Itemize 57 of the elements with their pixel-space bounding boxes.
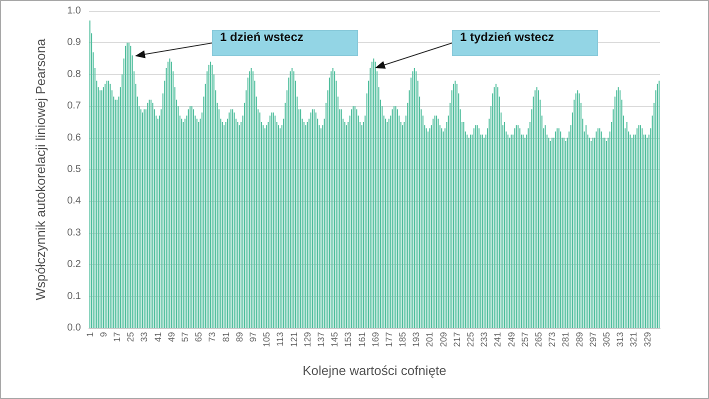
y-tick-label: 0.2: [67, 259, 82, 270]
x-tick-label: 49: [166, 332, 176, 342]
annotation: 1 dzień wstecz: [220, 30, 304, 46]
x-tick-label: 73: [207, 332, 218, 342]
y-tick-label: 1.0: [67, 6, 82, 16]
y-tick-label: 0.6: [67, 132, 82, 144]
x-tick-label: 201: [424, 332, 435, 348]
x-tick-label: 57: [180, 332, 190, 342]
x-tick-label: 137: [316, 332, 326, 348]
x-tick-label: 129: [302, 332, 312, 348]
x-tick-label: 41: [152, 332, 163, 342]
x-tick-label: 9: [98, 332, 108, 338]
x-tick-label: 25: [126, 332, 136, 342]
x-tick-label: 321: [628, 332, 639, 348]
x-tick-label: 305: [601, 332, 612, 348]
x-tick-label: 177: [384, 332, 394, 348]
x-tick-label: 233: [479, 332, 490, 348]
x-tick-label: 241: [492, 332, 503, 348]
x-tick-label: 265: [533, 332, 544, 348]
x-tick-label: 65: [194, 332, 204, 342]
x-tick-label: 281: [560, 332, 571, 348]
x-tick-label: 313: [615, 332, 626, 348]
y-tick-label: 0.5: [67, 164, 82, 175]
x-tick-label: 1: [84, 332, 95, 338]
x-tick-label: 105: [262, 332, 272, 348]
x-tick-label: 145: [330, 332, 340, 348]
y-tick-label: 0.4: [67, 196, 82, 207]
x-tick-label: 297: [588, 332, 598, 348]
x-tick-label: 169: [370, 332, 380, 348]
y-tick-label: 0.9: [67, 37, 82, 48]
x-axis-title: Kolejne wartości cofnięte: [302, 363, 446, 378]
x-tick-label: 153: [343, 332, 354, 348]
x-tick-label: 257: [520, 332, 530, 348]
x-tick-label: 329: [642, 332, 652, 348]
x-tick-label: 193: [411, 332, 422, 348]
x-tick-label: 161: [356, 332, 367, 348]
x-tick-label: 121: [288, 332, 299, 348]
x-tick-label: 185: [398, 332, 408, 348]
x-tick-label: 273: [547, 332, 558, 348]
y-axis-title: Współczynnik autokorelacji liniowej Pearsona: [33, 38, 48, 300]
x-tick-label: 249: [506, 332, 516, 348]
annotation: 1 tydzień wstecz: [460, 30, 554, 46]
x-tick-label: 289: [574, 332, 584, 348]
y-tick-label: 0.3: [67, 227, 82, 238]
x-tick-label: 113: [275, 332, 286, 346]
x-tick-label: 225: [466, 332, 476, 348]
x-tick-label: 17: [112, 332, 122, 342]
y-tick-label: 0.7: [67, 100, 82, 112]
x-tick-label: 97: [248, 332, 258, 342]
x-tick-label: 209: [438, 332, 448, 348]
y-tick-label: 0.8: [67, 68, 82, 80]
x-tick-label: 217: [452, 332, 462, 348]
x-tick-label: 89: [234, 332, 244, 342]
x-tick-label: 33: [139, 332, 150, 342]
y-tick-label: 0.1: [67, 290, 82, 302]
x-tick-label: 81: [220, 332, 231, 342]
y-tick-label: 0.0: [67, 322, 82, 334]
